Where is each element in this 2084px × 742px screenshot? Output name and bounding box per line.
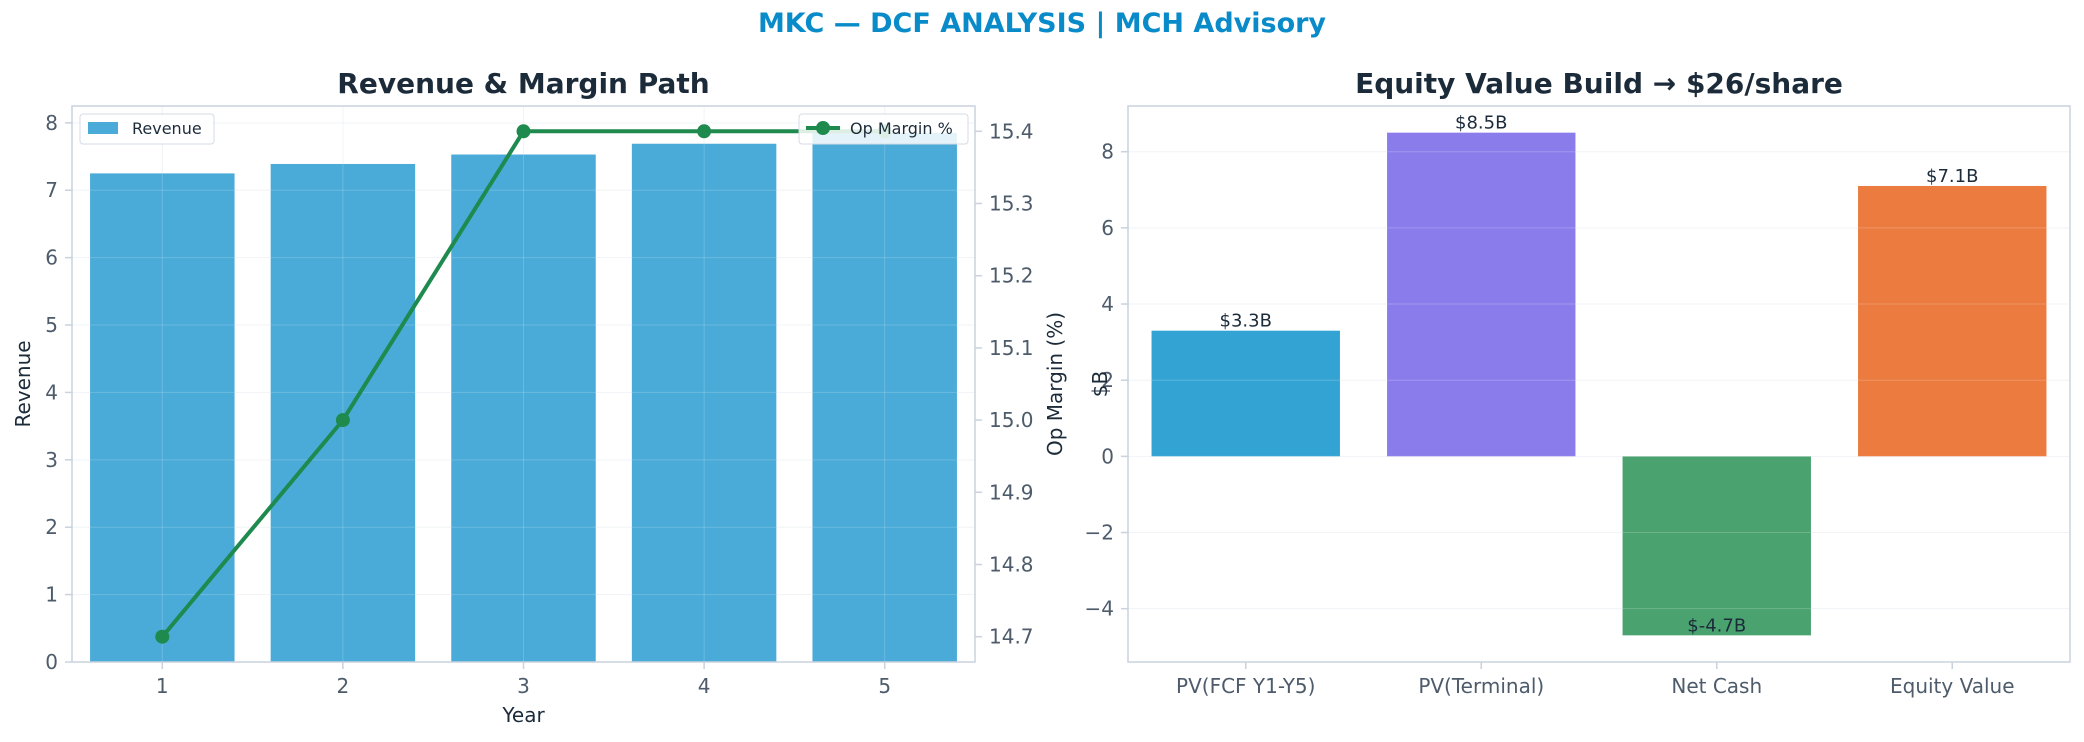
chart1-margin-point [697,124,712,139]
chart1-xtick-label: 1 [156,674,169,698]
legend-swatch-revenue [88,122,118,134]
chart2-bar-label: $8.5B [1455,113,1507,134]
chart2-ytick-label: 6 [1101,216,1114,240]
chart1-y2label: Op Margin (%) [1043,312,1067,456]
chart1-y2tick-label: 15.1 [989,336,1034,360]
chart2-ytick-label: 8 [1101,140,1114,164]
chart1-y2tick-label: 15.2 [989,264,1034,288]
chart2-bar [1622,456,1811,636]
chart1-xtick-label: 4 [698,674,711,698]
chart1-margin-point [155,629,170,644]
chart1-ytick-label: 7 [45,178,58,202]
chart1-xtick-label: 2 [337,674,350,698]
chart2-xtick-label: Equity Value [1890,674,2015,698]
chart1-ytick-label: 2 [45,515,58,539]
chart2-bar-label: $7.1B [1926,166,1978,187]
chart1-ytick-label: 3 [45,448,58,472]
chart1-y2tick-label: 15.3 [989,191,1034,215]
chart2-ytick-label: 2 [1101,368,1114,392]
chart2-ytick-label: −4 [1085,597,1114,621]
chart1-revenue-bar [631,143,777,662]
chart2-bar-label: $-4.7B [1687,615,1746,636]
chart2-xtick-label: Net Cash [1671,674,1762,698]
chart2-bar [1151,330,1340,457]
chart1-y2tick-label: 14.8 [989,553,1034,577]
chart1-legend-margin: Op Margin % [798,113,969,145]
chart1-xtick-label: 3 [517,674,530,698]
chart1-ytick-label: 8 [45,111,58,135]
chart1-y2tick-label: 14.9 [989,480,1034,504]
chart1-revenue-bar [451,154,596,663]
chart1-xtick-label: 5 [878,674,891,698]
chart2-ytick-label: −2 [1085,521,1114,545]
chart1-margin-point [516,124,531,139]
chart2-ytick-label: 0 [1101,444,1114,468]
chart1-legend-revenue: Revenue [79,113,215,145]
chart1-ytick-label: 1 [45,583,58,607]
legend-swatch-margin-marker [816,121,830,135]
chart2-ylabel: $B [1088,371,1112,397]
chart1-revenue-bar [270,163,416,662]
chart2-frame [1127,105,2071,663]
chart2-ytick-label: 4 [1101,292,1114,316]
chart1-margin-point [335,413,350,428]
chart2-title: Equity Value Build → $26/share [1355,67,1843,100]
figure-title: MKC — DCF ANALYSIS | MCH Advisory [757,8,1327,39]
chart1-ytick-label: 5 [45,313,58,337]
chart1-ytick-label: 6 [45,246,58,270]
chart1-y2tick-label: 15.4 [989,119,1034,143]
chart1-ytick-label: 4 [45,380,58,404]
chart2-xtick-label: PV(Terminal) [1418,674,1544,698]
chart2-xtick-label: PV(FCF Y1-Y5) [1176,674,1315,698]
legend-label-revenue: Revenue [132,119,202,138]
legend-label-margin: Op Margin % [850,119,953,138]
chart1-title: Revenue & Margin Path [337,67,709,100]
chart2-bar [1387,132,1576,457]
chart1-y2tick-label: 15.0 [989,408,1034,432]
chart2-bar [1858,185,2047,457]
chart1-revenue-bar [812,132,957,662]
legend-box [798,113,969,145]
chart1-ylabel: Revenue [11,340,35,427]
chart1-ytick-label: 0 [45,650,58,674]
chart2-bar-label: $3.3B [1220,311,1272,332]
chart1-y2tick-label: 14.7 [989,625,1034,649]
chart1-xlabel: Year [501,703,545,727]
legend-box [79,113,215,145]
